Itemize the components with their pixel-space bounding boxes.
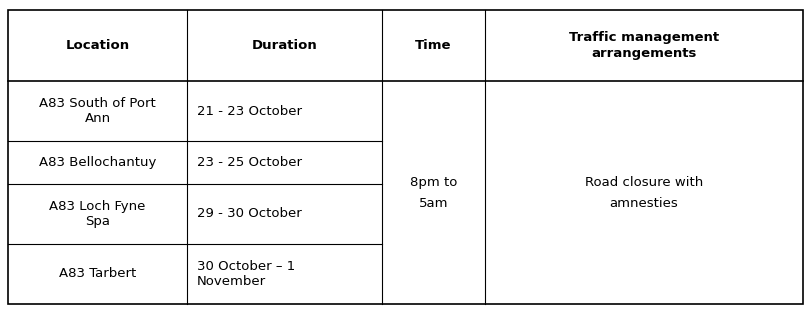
Text: Location: Location: [66, 39, 130, 52]
Text: 23 - 25 October: 23 - 25 October: [197, 156, 302, 169]
Text: 8pm to
5am: 8pm to 5am: [410, 176, 457, 210]
Text: A83 Tarbert: A83 Tarbert: [59, 267, 136, 280]
Text: 30 October – 1
November: 30 October – 1 November: [197, 260, 295, 288]
Text: Duration: Duration: [251, 39, 317, 52]
Text: Time: Time: [415, 39, 452, 52]
Text: 29 - 30 October: 29 - 30 October: [197, 207, 302, 220]
Text: Traffic management
arrangements: Traffic management arrangements: [569, 32, 719, 59]
Text: A83 Loch Fyne
Spa: A83 Loch Fyne Spa: [49, 200, 146, 228]
Text: A83 Bellochantuy: A83 Bellochantuy: [39, 156, 157, 169]
Text: Road closure with
amnesties: Road closure with amnesties: [585, 176, 703, 210]
Text: A83 South of Port
Ann: A83 South of Port Ann: [39, 97, 156, 125]
Text: 21 - 23 October: 21 - 23 October: [197, 105, 302, 118]
